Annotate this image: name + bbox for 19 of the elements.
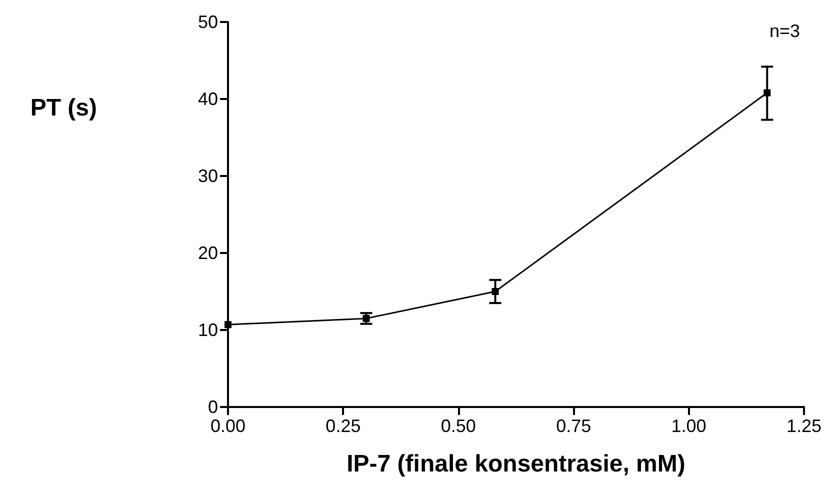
y-tick-label: 30 — [198, 166, 218, 186]
point — [362, 314, 370, 322]
y-tick-label: 0 — [208, 397, 218, 417]
x-tick-label: 0.50 — [440, 416, 476, 436]
annotation: n=3 — [769, 21, 800, 41]
point — [224, 321, 232, 328]
y-tick-label: 20 — [198, 243, 218, 263]
x-tick-label: 1.25 — [786, 416, 822, 436]
x-tick-label: 1.00 — [671, 416, 706, 436]
y-tick-label: 10 — [198, 320, 218, 340]
y-axis-title: PT (s) — [30, 94, 97, 122]
x-tick-label: 0.75 — [556, 416, 592, 436]
x-tick-label: 0.25 — [326, 416, 361, 436]
x-tick-label: 0.00 — [210, 416, 246, 436]
x-axis-title: IP-7 (finale konsentrasie, mM) — [346, 450, 686, 478]
y-tick-label: 40 — [198, 89, 218, 109]
point — [492, 288, 499, 295]
y-tick-label: 50 — [198, 12, 218, 32]
point — [764, 89, 771, 96]
